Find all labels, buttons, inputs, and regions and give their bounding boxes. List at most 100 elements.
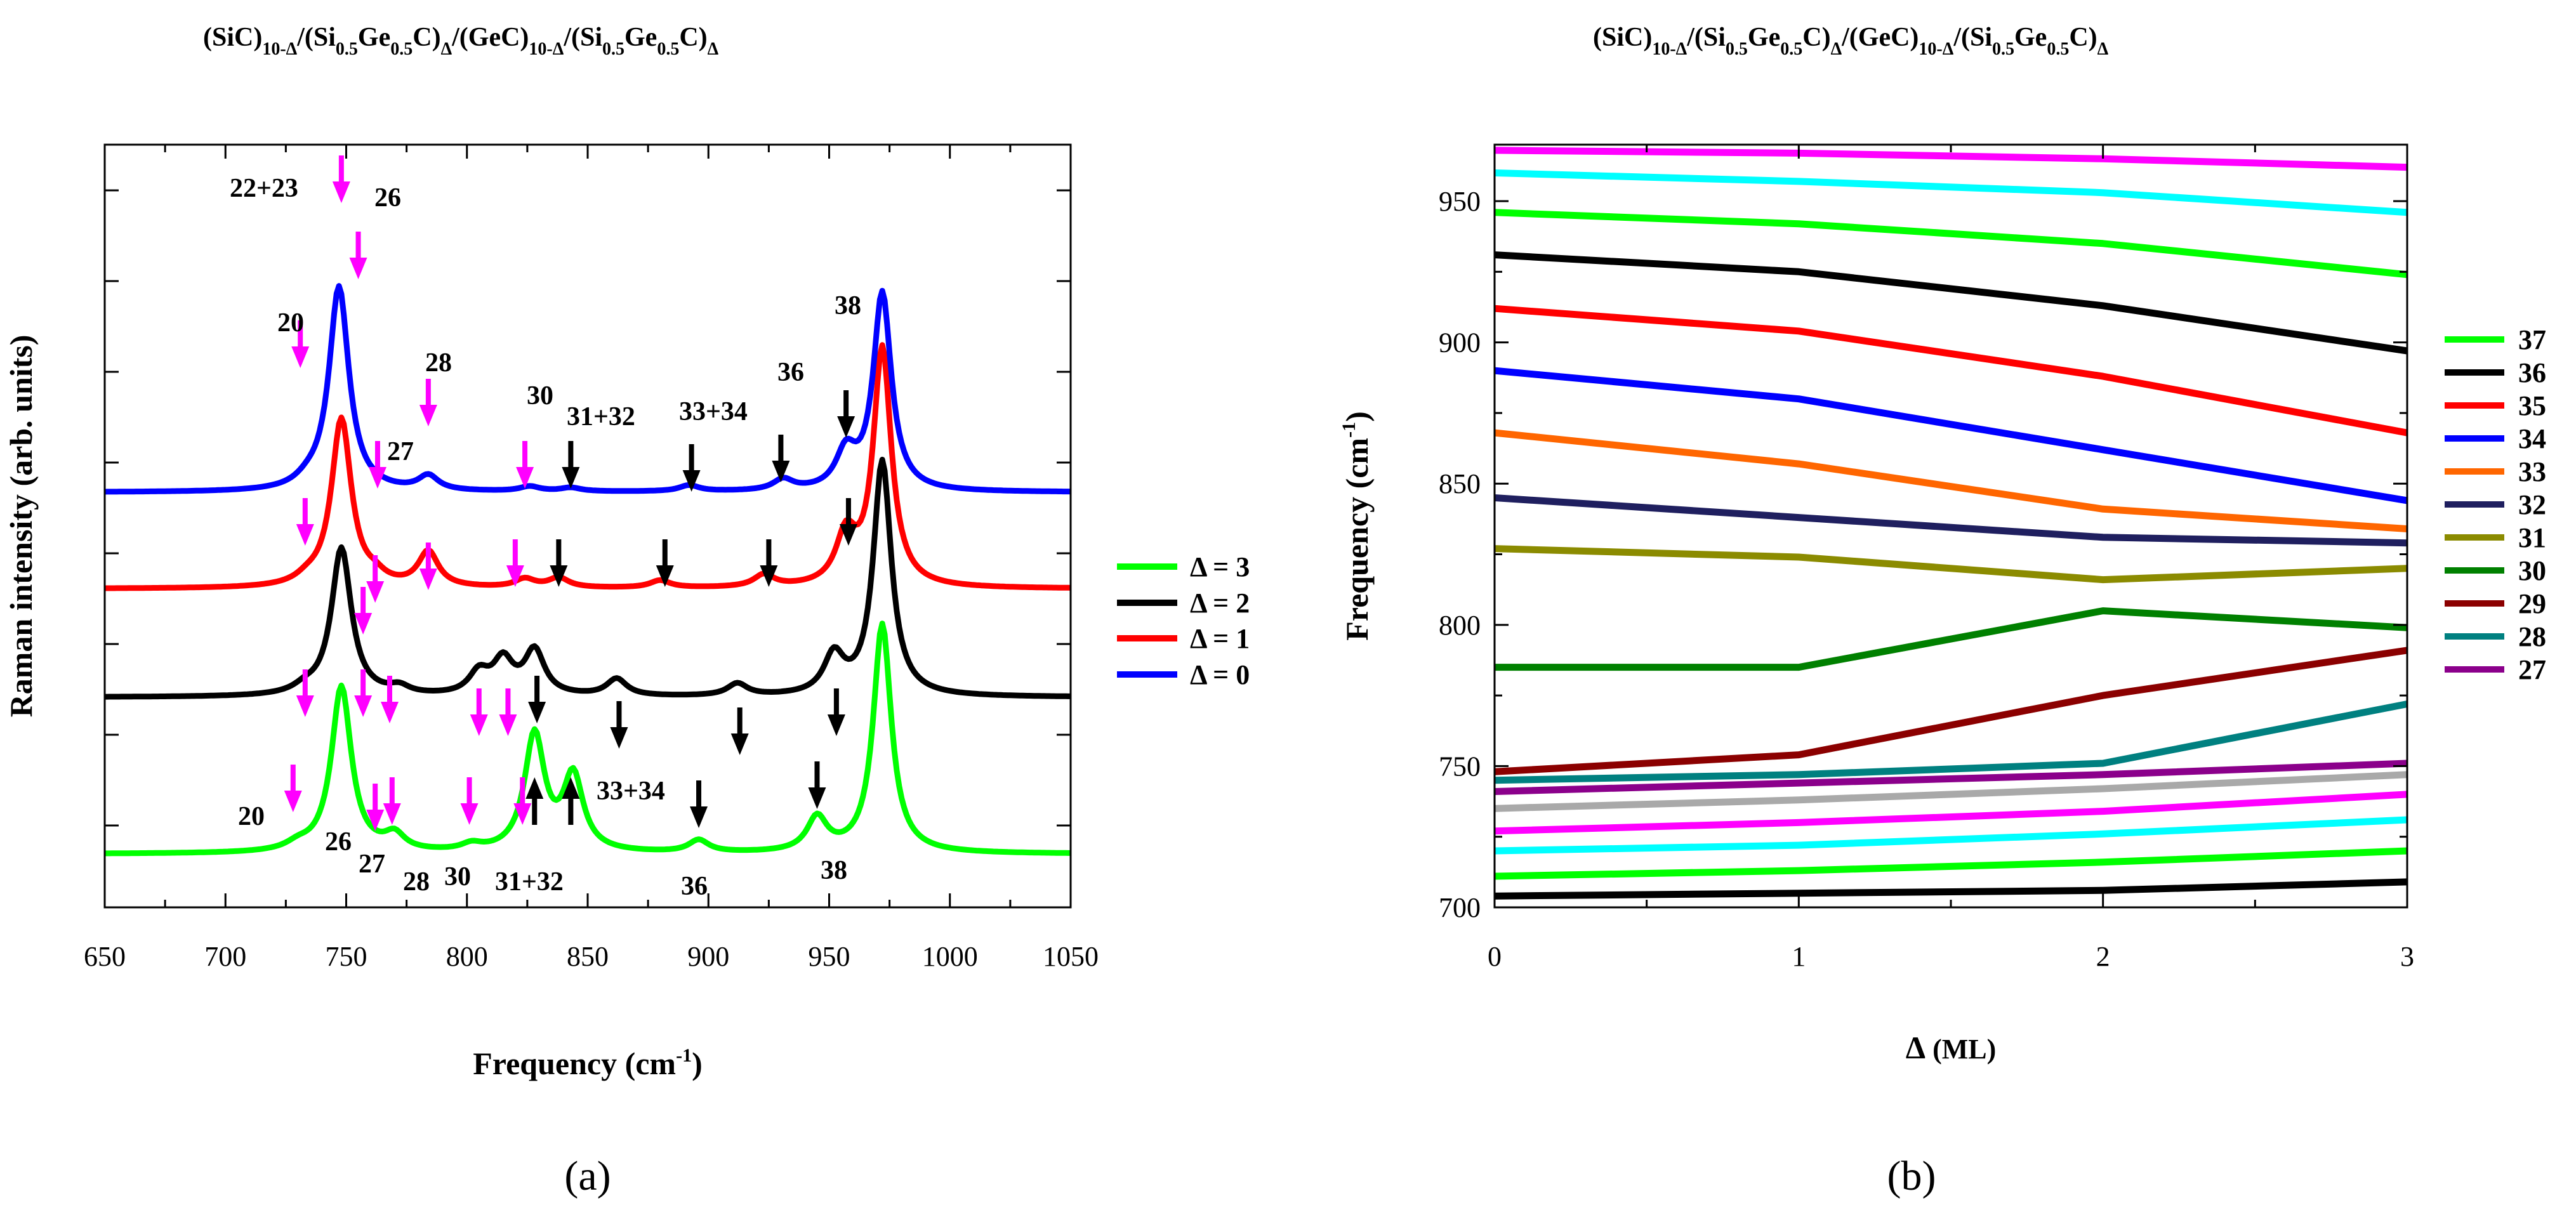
legend-label-delta-2: Δ = 2 bbox=[1190, 588, 1250, 619]
legend-label-mode-34: 34 bbox=[2518, 423, 2546, 454]
peak-arrow-icon bbox=[380, 676, 399, 723]
spectrum-line-Δ=1 bbox=[104, 342, 1071, 591]
peak-arrow-icon bbox=[291, 320, 310, 368]
x-tick-label: 950 bbox=[809, 941, 850, 972]
peak-arrow-icon bbox=[562, 441, 580, 489]
panel-a-xlabel: Frequency (cm-1) bbox=[473, 1045, 702, 1081]
x-tick-label: 650 bbox=[84, 941, 126, 972]
annot-22-23: 22+23 bbox=[230, 174, 298, 203]
peak-arrow-icon bbox=[525, 777, 544, 825]
peak-arrow-icon bbox=[383, 777, 401, 825]
legend-label-delta-1: Δ = 1 bbox=[1190, 623, 1250, 654]
panel-a-tick-labels: 650 700 750 800 850 900 950 1000 1050 bbox=[84, 941, 1099, 972]
mode-line-36 bbox=[1494, 251, 2408, 355]
x-tick-label: 700 bbox=[204, 941, 246, 972]
panel-b-frequency-chart: (SiC)10-Δ/(Si0.5Ge0.5C)Δ/(GeC)10-Δ/(Si0.… bbox=[1338, 23, 2546, 1199]
annot-36-top: 36 bbox=[777, 358, 804, 387]
annot-31-32-top: 31+32 bbox=[567, 402, 635, 431]
y-tick-label: 900 bbox=[1439, 327, 1481, 358]
legend-label-mode-37: 37 bbox=[2518, 324, 2546, 355]
panel-b-title: (SiC)10-Δ/(Si0.5Ge0.5C)Δ/(GeC)10-Δ/(Si0.… bbox=[1593, 23, 2109, 59]
annot-20-bot: 20 bbox=[238, 802, 265, 831]
mode-line-33 bbox=[1494, 429, 2408, 532]
peak-arrow-icon bbox=[296, 669, 314, 717]
annot-31-32-bot: 31+32 bbox=[495, 867, 564, 897]
annot-28-bot: 28 bbox=[403, 867, 430, 897]
legend-label-mode-31: 31 bbox=[2518, 522, 2546, 553]
legend-label-mode-28: 28 bbox=[2518, 621, 2546, 652]
peak-arrow-icon bbox=[419, 543, 437, 590]
y-tick-label: 800 bbox=[1439, 610, 1481, 641]
legend-label-mode-33: 33 bbox=[2518, 456, 2546, 487]
x-tick-label: 800 bbox=[446, 941, 488, 972]
mode-line-28 bbox=[1494, 700, 2408, 784]
legend-label-delta-0: Δ = 0 bbox=[1190, 659, 1250, 690]
mode-line-37 bbox=[1494, 209, 2408, 279]
mode-line-27 bbox=[1494, 760, 2408, 795]
mode-line-31 bbox=[1494, 545, 2408, 584]
legend-label-mode-35: 35 bbox=[2518, 390, 2546, 421]
mode-line-29 bbox=[1494, 647, 2408, 775]
peak-arrow-icon bbox=[513, 777, 532, 825]
peak-arrow-icon bbox=[354, 587, 373, 635]
panel-b-xlabel: Δ (ML) bbox=[1906, 1030, 1997, 1065]
mode-line-32 bbox=[1494, 494, 2408, 547]
annot-36-bot: 36 bbox=[681, 872, 708, 901]
peak-arrow-icon bbox=[499, 688, 517, 736]
annot-38-bot: 38 bbox=[821, 856, 847, 885]
panel-b-series-layer bbox=[1494, 147, 2408, 900]
mode-line-extra-14 bbox=[1494, 791, 2408, 835]
peak-arrow-icon bbox=[690, 780, 708, 828]
peak-arrow-icon bbox=[296, 498, 314, 546]
x-tick-label: 850 bbox=[567, 941, 609, 972]
peak-arrow-icon bbox=[470, 688, 488, 736]
mode-line-extra-17 bbox=[1494, 878, 2408, 900]
mode-line-extra-16 bbox=[1494, 847, 2408, 880]
mode-line-30 bbox=[1495, 607, 2408, 671]
peak-arrow-icon bbox=[349, 232, 367, 279]
peak-arrow-icon bbox=[368, 441, 386, 489]
peak-arrow-icon bbox=[550, 539, 568, 587]
annot-33-34-bot: 33+34 bbox=[597, 777, 665, 806]
mode-line-34 bbox=[1494, 367, 2408, 504]
annot-30-bot: 30 bbox=[444, 862, 471, 891]
x-tick-label: 3 bbox=[2400, 941, 2414, 972]
panel-a-legend: Δ = 3 Δ = 2 Δ = 1 Δ = 0 bbox=[1117, 551, 1250, 690]
annot-27-bot: 27 bbox=[359, 850, 385, 879]
panel-a-series-layer bbox=[104, 283, 1071, 857]
legend-label-mode-27: 27 bbox=[2518, 654, 2546, 685]
annot-38-top: 38 bbox=[835, 291, 861, 320]
panel-b-label: (b) bbox=[1887, 1153, 1936, 1199]
peak-arrow-icon bbox=[506, 539, 524, 587]
legend-label-mode-29: 29 bbox=[2518, 588, 2546, 619]
peak-arrow-icon bbox=[682, 444, 701, 492]
annot-33-34-top: 33+34 bbox=[679, 397, 748, 426]
annot-28-top: 28 bbox=[425, 348, 452, 378]
annot-30-top: 30 bbox=[527, 381, 553, 411]
x-tick-label: 1 bbox=[1792, 941, 1806, 972]
legend-label-mode-36: 36 bbox=[2518, 357, 2546, 388]
y-tick-label: 750 bbox=[1439, 751, 1481, 782]
mode-line-extra-12 bbox=[1494, 169, 2408, 216]
peak-arrow-icon bbox=[827, 688, 845, 736]
panel-a-ticks bbox=[103, 145, 1072, 907]
x-tick-label: 1050 bbox=[1043, 941, 1099, 972]
panel-b-ticks bbox=[1493, 145, 2408, 909]
mode-line-extra-13 bbox=[1494, 771, 2408, 812]
y-tick-label: 850 bbox=[1439, 468, 1481, 499]
spectrum-line-Δ=3 bbox=[104, 621, 1071, 857]
annot-27-top: 27 bbox=[387, 437, 414, 466]
x-tick-label: 750 bbox=[326, 941, 367, 972]
x-tick-label: 900 bbox=[687, 941, 729, 972]
panel-b-tick-labels: 0 1 2 3 700 750 800 850 900 950 bbox=[1439, 186, 2414, 972]
peak-arrow-icon bbox=[610, 701, 628, 749]
x-tick-label: 2 bbox=[2096, 941, 2110, 972]
panel-a-spectra-chart: (SiC)10-Δ/(Si0.5Ge0.5C)Δ/(GeC)10-Δ/(Si0.… bbox=[3, 23, 1250, 1199]
peak-arrow-icon bbox=[528, 676, 546, 723]
peak-arrow-icon bbox=[516, 441, 534, 489]
panel-a-label: (a) bbox=[564, 1153, 611, 1199]
panel-a-ylabel: Raman intensity (arb. units) bbox=[3, 335, 39, 718]
panel-a-annotations: 22+23 26 20 27 28 30 31+32 33+34 36 38 2… bbox=[230, 174, 861, 901]
peak-arrow-icon bbox=[656, 539, 674, 587]
